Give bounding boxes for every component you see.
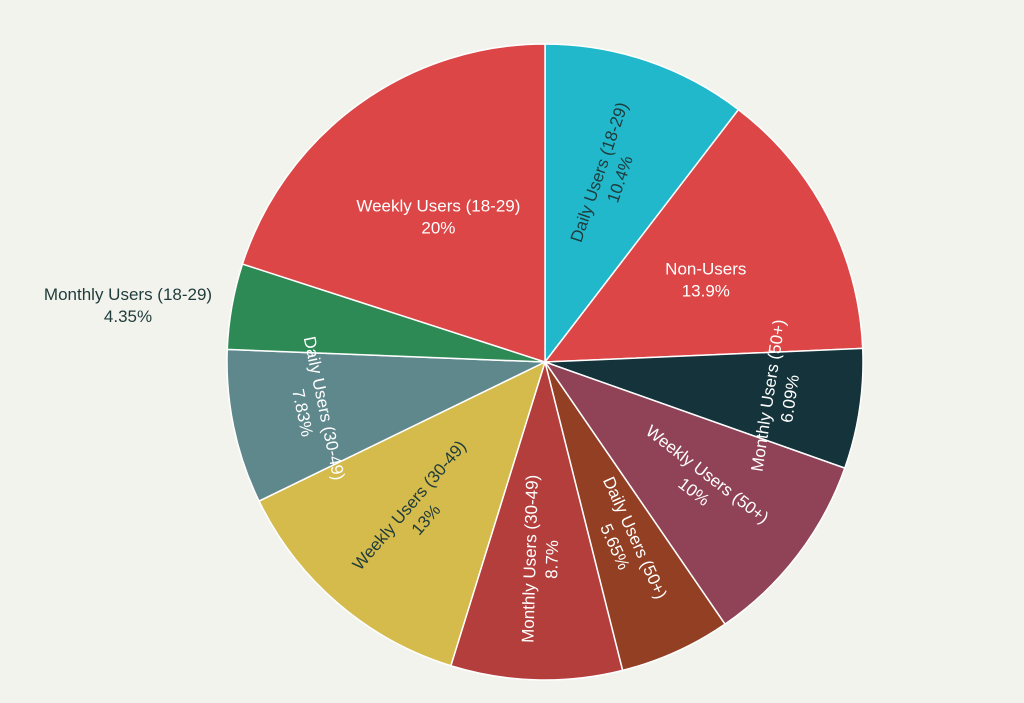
pie-label-name: Non-Users bbox=[665, 259, 746, 278]
slices-layer bbox=[226, 43, 864, 681]
pie-slice-weekly-users-30-49 bbox=[258, 360, 547, 667]
pie-label-monthly-users-30-49: Monthly Users (30-49) 8.7% bbox=[518, 475, 562, 644]
pie-slice-monthly-users-30-49 bbox=[449, 359, 624, 681]
pie-label-value: 13.9% bbox=[682, 281, 730, 300]
pie-label-value: 20% bbox=[421, 218, 455, 237]
pie-label-weekly-users-18-29: Weekly Users (18-29) 20% bbox=[356, 196, 520, 237]
pie-slice-weekly-users-18-29 bbox=[241, 43, 546, 364]
pie-label-value: 8.7% bbox=[542, 540, 562, 579]
pie-slice-weekly-users-50 bbox=[543, 360, 846, 626]
pie-slice-non-users bbox=[543, 108, 864, 363]
pie-label-non-users: Non-Users 13.9% bbox=[665, 259, 746, 300]
pie-slice-daily-users-30-49 bbox=[226, 348, 546, 503]
pie-label-name: Monthly Users (18-29) bbox=[44, 285, 212, 304]
pie-label-name: Weekly Users (18-29) bbox=[356, 196, 520, 215]
pie-label-value: 4.35% bbox=[104, 307, 152, 326]
pie-slice-daily-users-18-29 bbox=[544, 43, 740, 365]
pie-label-name: Monthly Users (30-49) bbox=[518, 475, 542, 644]
pie-label-monthly-users-18-29: Monthly Users (18-29) 4.35% bbox=[44, 285, 212, 326]
pie-slice-monthly-users-50 bbox=[544, 347, 864, 470]
